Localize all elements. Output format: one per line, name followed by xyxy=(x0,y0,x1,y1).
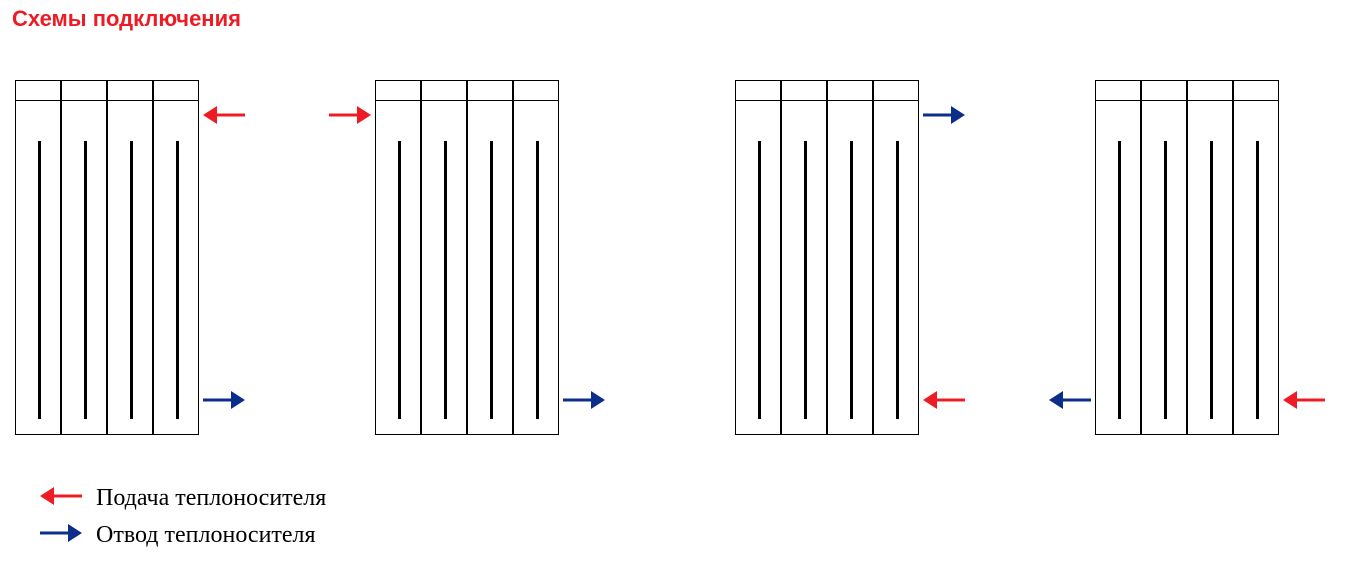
legend-return-arrow xyxy=(40,524,82,547)
radiator-section xyxy=(61,80,107,435)
diagram-title: Схемы подключения xyxy=(12,6,241,32)
radiator-section xyxy=(827,80,873,435)
connection-scheme xyxy=(15,80,303,435)
return-arrow-icon xyxy=(563,391,605,414)
radiator-section xyxy=(153,80,199,435)
connection-scheme xyxy=(735,80,1023,435)
radiator-fin xyxy=(1256,141,1259,419)
legend-return-row: Отвод теплоносителя xyxy=(40,522,326,549)
radiator-fin xyxy=(1118,141,1121,419)
radiator-fin xyxy=(38,141,41,419)
radiator-fin xyxy=(536,141,539,419)
supply-arrow-icon xyxy=(329,106,371,129)
radiator-fin xyxy=(896,141,899,419)
supply-arrow-icon xyxy=(1283,391,1325,414)
radiator-section xyxy=(1095,80,1141,435)
radiator-fin xyxy=(1164,141,1167,419)
radiator-section xyxy=(107,80,153,435)
radiator-section xyxy=(873,80,919,435)
connection-scheme xyxy=(1095,80,1350,435)
radiator xyxy=(735,80,920,435)
radiator xyxy=(375,80,560,435)
return-arrow-icon xyxy=(923,106,965,129)
radiator-fin xyxy=(444,141,447,419)
legend-supply-row: Подача теплоносителя xyxy=(40,485,326,512)
scheme-area xyxy=(0,80,1350,460)
radiator xyxy=(1095,80,1280,435)
radiator-section xyxy=(421,80,467,435)
radiator-section xyxy=(15,80,61,435)
radiator-fin xyxy=(804,141,807,419)
radiator-section xyxy=(781,80,827,435)
radiator xyxy=(15,80,200,435)
radiator-fin xyxy=(130,141,133,419)
radiator-section xyxy=(735,80,781,435)
radiator-fin xyxy=(176,141,179,419)
legend-supply-arrow xyxy=(40,487,82,510)
radiator-section xyxy=(375,80,421,435)
radiator-section xyxy=(1187,80,1233,435)
radiator-fin xyxy=(398,141,401,419)
radiator-section xyxy=(467,80,513,435)
radiator-fin xyxy=(850,141,853,419)
connection-scheme xyxy=(375,80,663,435)
supply-arrow-icon xyxy=(923,391,965,414)
legend: Подача теплоносителя Отвод теплоносителя xyxy=(40,475,326,559)
radiator-fin xyxy=(1210,141,1213,419)
legend-return-label: Отвод теплоносителя xyxy=(96,522,316,549)
radiator-fin xyxy=(490,141,493,419)
radiator-section xyxy=(1233,80,1279,435)
return-arrow-icon xyxy=(203,391,245,414)
radiator-fin xyxy=(758,141,761,419)
legend-supply-label: Подача теплоносителя xyxy=(96,485,326,512)
radiator-fin xyxy=(84,141,87,419)
radiator-section xyxy=(1141,80,1187,435)
return-arrow-icon xyxy=(1049,391,1091,414)
supply-arrow-icon xyxy=(203,106,245,129)
radiator-section xyxy=(513,80,559,435)
